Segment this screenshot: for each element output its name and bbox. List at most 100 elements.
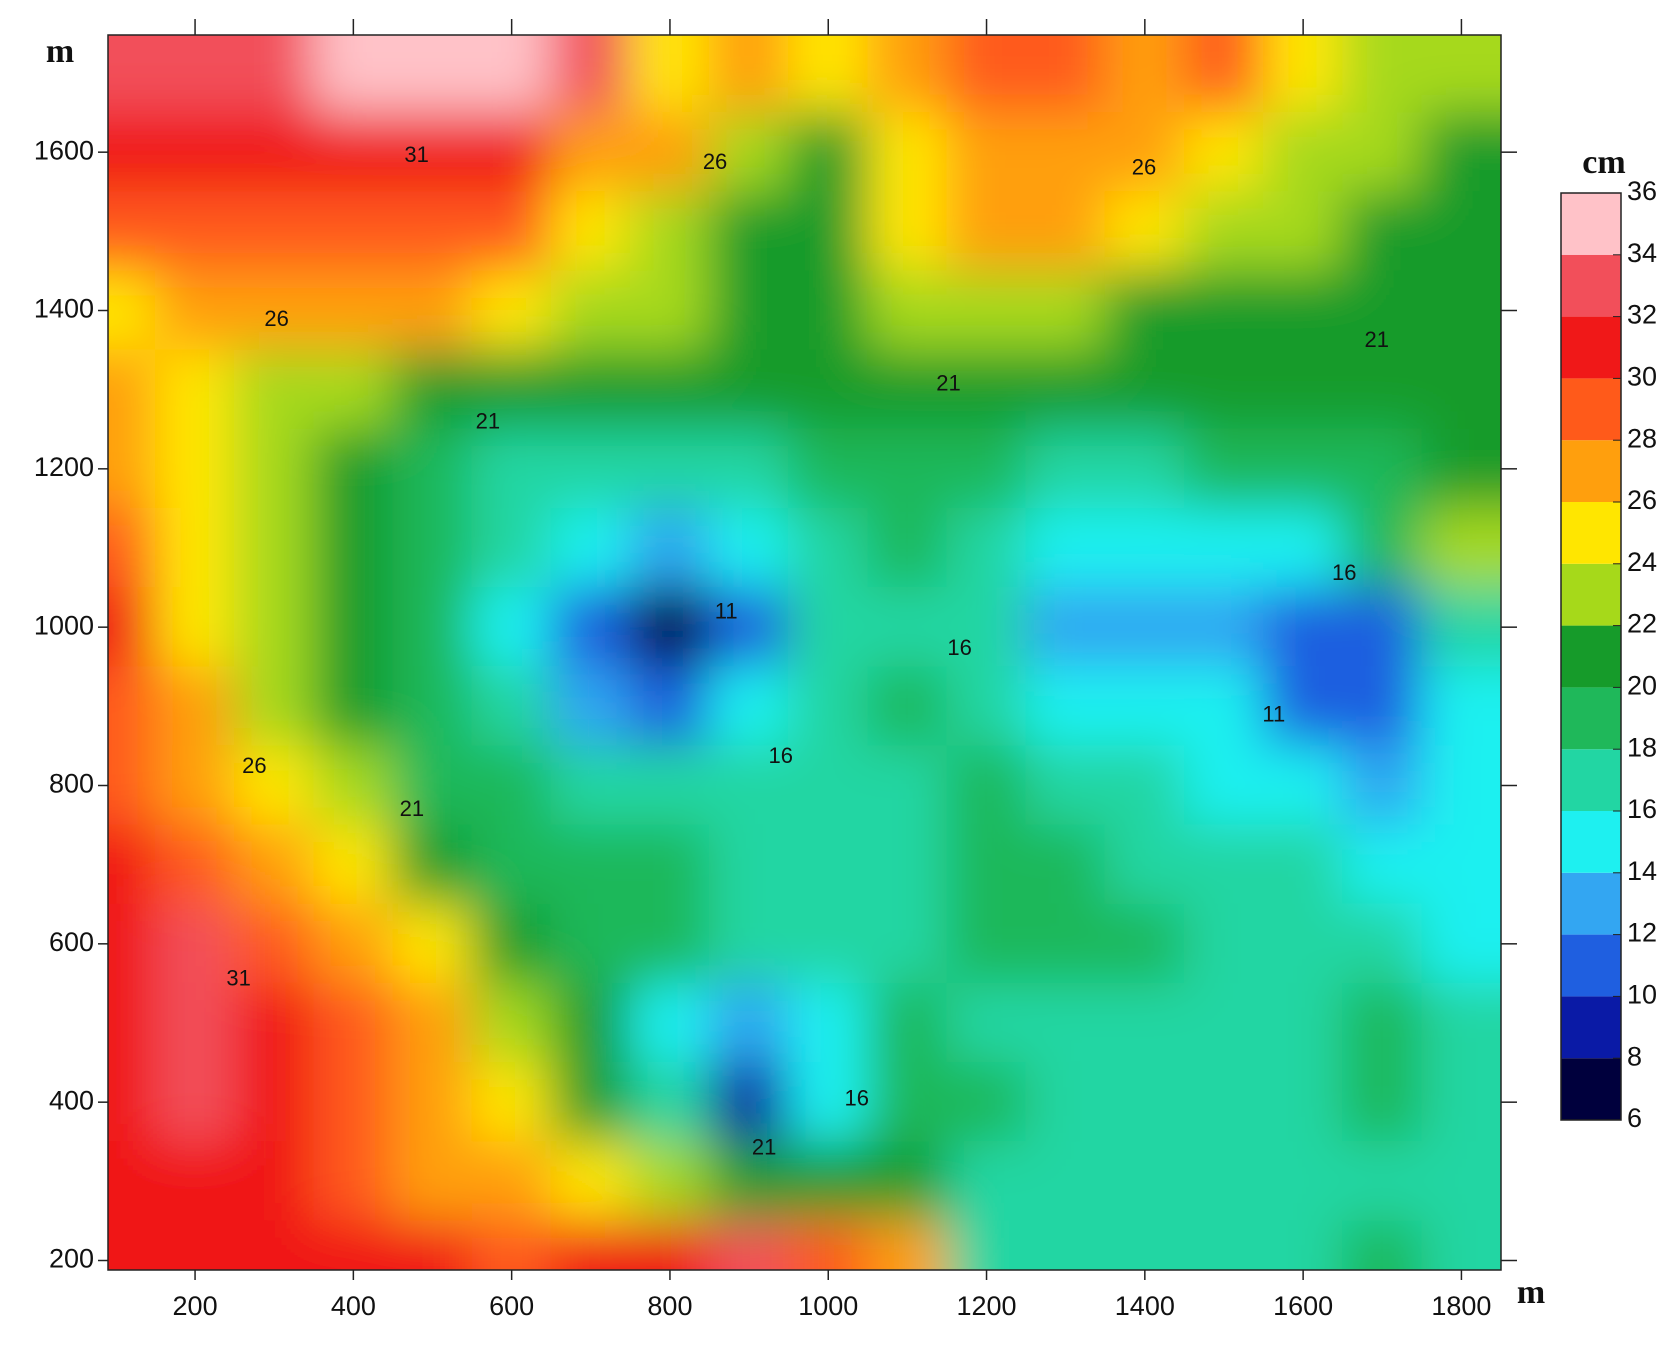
colorbar-swatch [1561, 996, 1621, 1059]
field-cell [788, 982, 869, 1064]
x-tick-label: 1600 [1273, 1291, 1333, 1321]
y-tick-label: 600 [49, 927, 94, 957]
field-cell [550, 112, 631, 193]
field-cell [709, 428, 790, 509]
field-cell [1104, 824, 1185, 905]
field-cell [550, 587, 631, 668]
field-cell [1263, 1141, 1344, 1222]
field-cell [392, 824, 473, 905]
field-cell [1421, 507, 1501, 589]
field-cell [108, 1062, 156, 1143]
field-cell [1421, 191, 1501, 272]
field-cell [946, 1141, 1027, 1222]
field-cell [154, 349, 236, 430]
field-cell [313, 903, 394, 984]
field-cell [108, 35, 156, 114]
field-cell [313, 507, 394, 589]
field-cell [550, 745, 631, 826]
field-cell [1025, 35, 1106, 114]
field-cell [709, 191, 790, 272]
field-cell [1342, 587, 1423, 668]
field-cell [1183, 270, 1265, 351]
field-cell [1421, 903, 1501, 984]
field-cell [471, 745, 552, 826]
field-cell [1025, 112, 1106, 193]
field-cell [392, 587, 473, 668]
field-cell [946, 428, 1027, 509]
field-cell [550, 824, 631, 905]
field-cell [1025, 824, 1106, 905]
colorbar-tick-label: 10 [1627, 980, 1657, 1010]
field-cell [629, 1220, 711, 1270]
field-cell [1025, 587, 1106, 668]
field-cell [392, 982, 473, 1064]
field-cell [946, 191, 1027, 272]
field-cell [629, 824, 711, 905]
field-cell [1183, 824, 1265, 905]
field-cell [471, 1062, 552, 1143]
x-axis-label: m [1517, 1274, 1545, 1311]
field-cell [709, 824, 790, 905]
field-cell [550, 191, 631, 272]
field-cell [709, 349, 790, 430]
colorbar-tick-label: 12 [1627, 918, 1657, 948]
field-cell [234, 35, 315, 114]
field-cell [154, 1220, 236, 1270]
field-cell [108, 507, 156, 589]
field-cell [867, 666, 948, 747]
field-cell [1342, 191, 1423, 272]
field-cell [946, 824, 1027, 905]
field-cell [392, 270, 473, 351]
colorbar-swatch [1561, 254, 1621, 317]
field-cell [867, 349, 948, 430]
field-cell [1263, 1220, 1344, 1270]
field-cell [234, 666, 315, 747]
field-cell [234, 824, 315, 905]
field-cell [313, 270, 394, 351]
field-cell [788, 824, 869, 905]
field-cell [108, 587, 156, 668]
field-cell [709, 903, 790, 984]
field-cell [471, 35, 552, 114]
contour-label: 21 [476, 409, 500, 434]
field-cell [629, 349, 711, 430]
field-cell [1104, 428, 1185, 509]
field-cell [392, 903, 473, 984]
colorbar-tick-label: 28 [1627, 423, 1657, 453]
field-cell [1183, 35, 1265, 114]
field-cell [392, 745, 473, 826]
x-tick-label: 200 [173, 1291, 218, 1321]
field-cell [867, 824, 948, 905]
field-cell [788, 270, 869, 351]
field-cell [154, 745, 236, 826]
y-tick-label: 1600 [34, 135, 94, 165]
field-cell [392, 666, 473, 747]
field-cell [946, 507, 1027, 589]
field-cell [1183, 112, 1265, 193]
colorbar-swatch [1561, 934, 1621, 997]
field-cell [1183, 1141, 1265, 1222]
field-cell [1342, 112, 1423, 193]
field-cell [1342, 1220, 1423, 1270]
field-cell [1104, 745, 1185, 826]
contour-label: 26 [264, 306, 288, 331]
colorbar-swatch [1561, 1058, 1621, 1120]
x-tick-label: 800 [647, 1291, 692, 1321]
field-cell [392, 191, 473, 272]
colorbar-swatch [1561, 378, 1621, 441]
field-cell [313, 35, 394, 114]
colorbar-tick-label: 8 [1627, 1041, 1642, 1071]
field-cell [1183, 745, 1265, 826]
field-cell [1104, 191, 1185, 272]
colorbar-tick-label: 24 [1627, 547, 1657, 577]
field-cell [946, 1062, 1027, 1143]
field-cell [1263, 903, 1344, 984]
field-cell [946, 1220, 1027, 1270]
field-cell [392, 1062, 473, 1143]
field-cell [471, 587, 552, 668]
field-cell [108, 191, 156, 272]
y-tick-label: 1200 [34, 452, 94, 482]
contour-label: 11 [715, 599, 738, 624]
field-cell [550, 982, 631, 1064]
